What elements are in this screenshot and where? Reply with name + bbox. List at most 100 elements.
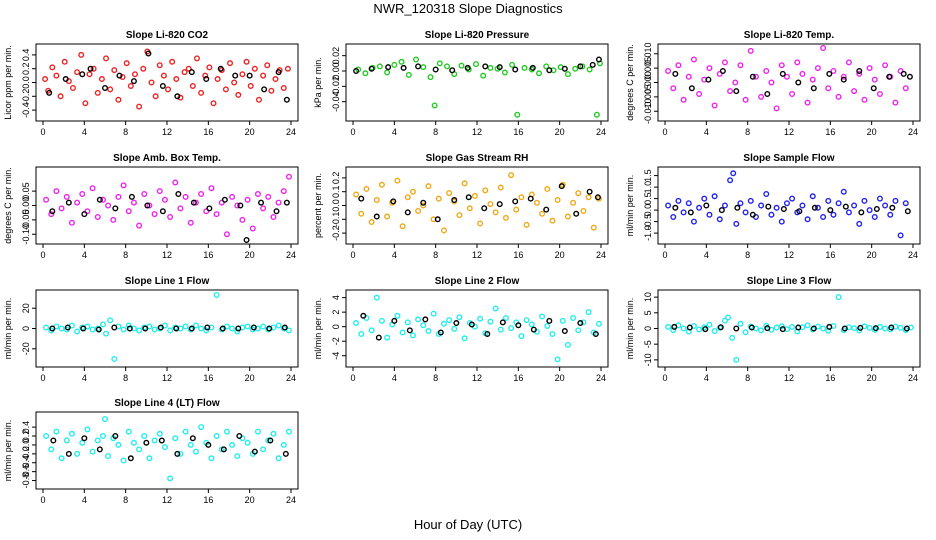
data-point-3-0	[74, 199, 81, 206]
data-point-3-0	[130, 199, 137, 206]
data-point-5-0	[809, 193, 816, 200]
data-point-5-1	[687, 209, 694, 216]
x-tick-label-0: 12	[162, 127, 172, 137]
data-point-2-0	[752, 73, 759, 80]
data-point-0-0	[239, 71, 246, 78]
data-point-6-0	[43, 324, 50, 331]
data-point-0-0	[61, 58, 68, 65]
data-point-4-1	[543, 206, 550, 213]
data-point-1-0	[427, 74, 434, 81]
data-point-0-1	[145, 50, 152, 57]
data-point-7-1	[484, 330, 491, 337]
y-tick-label-0: 0.0	[21, 76, 31, 89]
data-point-1-1	[368, 65, 375, 72]
data-point-9-1	[220, 446, 227, 453]
data-point-0-0	[268, 87, 275, 94]
data-point-4-0	[466, 205, 473, 212]
data-point-0-0	[202, 72, 209, 79]
data-point-9-0	[48, 446, 55, 453]
data-point-6-1	[173, 325, 180, 332]
data-point-5-0	[876, 195, 883, 202]
x-tick-label-8: 20	[867, 373, 877, 383]
data-point-6-0	[141, 324, 148, 331]
data-point-2-0	[732, 79, 739, 86]
x-tick-label-1: 12	[472, 127, 482, 137]
data-point-4-1	[586, 188, 593, 195]
data-point-3-0	[270, 213, 277, 220]
data-point-0-0	[148, 79, 155, 86]
data-point-0-0	[185, 65, 192, 72]
data-point-1-1	[496, 64, 503, 71]
data-point-5-0	[783, 200, 790, 207]
data-point-9-0	[254, 428, 261, 435]
data-point-3-0	[192, 199, 199, 206]
data-point-1-0	[487, 64, 494, 71]
data-point-7-1	[577, 320, 584, 327]
data-point-7-1	[468, 321, 475, 328]
data-point-5-0	[789, 195, 796, 202]
data-point-2-0	[871, 76, 878, 83]
x-tick-label-9: 12	[162, 495, 172, 505]
y-tick-label-9: -0.6	[21, 464, 31, 480]
data-point-4-1	[434, 216, 441, 223]
data-point-7-0	[497, 326, 504, 333]
x-tick-label-3: 16	[203, 250, 213, 260]
y-tick-label-8: -5	[643, 340, 653, 348]
x-tick-label-2: 0	[662, 127, 667, 137]
data-point-2-1	[840, 76, 847, 83]
y-tick-label-6: -20	[21, 342, 31, 355]
x-tick-label-9: 16	[203, 495, 213, 505]
data-point-0-0	[98, 76, 105, 83]
data-point-5-0	[851, 202, 858, 209]
x-tick-label-1: 16	[513, 127, 523, 137]
y-axis-label-8: ml/min per min.	[625, 298, 635, 360]
data-point-0-1	[130, 78, 137, 85]
data-point-8-0	[725, 314, 732, 321]
x-tick-label-1: 4	[392, 127, 397, 137]
data-point-0-0	[107, 86, 114, 93]
data-point-3-1	[273, 208, 280, 215]
y-tick-label-7: 0	[331, 324, 341, 329]
data-point-4-1	[573, 210, 580, 217]
data-point-7-0	[523, 317, 530, 324]
data-point-4-0	[440, 227, 447, 234]
data-point-6-0	[203, 327, 210, 334]
x-tick-label-0: 8	[123, 127, 128, 137]
data-point-5-0	[887, 211, 894, 218]
data-point-7-1	[406, 327, 413, 334]
x-tick-label-4: 24	[596, 250, 606, 260]
data-point-7-0	[580, 319, 587, 326]
data-point-3-0	[177, 205, 184, 212]
data-point-7-1	[592, 330, 599, 337]
data-point-3-0	[43, 196, 50, 203]
data-point-7-0	[353, 320, 360, 327]
data-point-6-0	[213, 292, 220, 299]
data-point-6-0	[103, 330, 110, 337]
data-point-5-0	[737, 200, 744, 207]
data-point-5-0	[804, 216, 811, 223]
x-tick-label-8: 0	[662, 373, 667, 383]
x-tick-label-4: 8	[433, 250, 438, 260]
data-point-9-0	[74, 450, 81, 457]
data-point-7-0	[409, 332, 416, 339]
data-point-2-0	[789, 90, 796, 97]
data-point-0-1	[217, 65, 224, 72]
data-point-0-0	[42, 76, 49, 83]
x-tick-label-4: 12	[472, 250, 482, 260]
data-point-6-1	[250, 324, 257, 331]
x-tick-label-4: 0	[350, 250, 355, 260]
y-tick-label-9: 0.4	[21, 421, 31, 434]
data-point-9-0	[198, 424, 205, 431]
data-point-4-0	[513, 206, 520, 213]
data-point-7-0	[430, 310, 437, 317]
data-point-0-1	[79, 71, 86, 78]
data-point-0-0	[131, 71, 138, 78]
data-point-3-0	[120, 182, 127, 189]
y-axis-label-5: ml/min per min.	[625, 175, 635, 237]
data-point-5-0	[902, 200, 909, 207]
data-point-0-0	[169, 58, 176, 65]
data-point-8-0	[804, 322, 811, 329]
data-point-2-0	[856, 70, 863, 77]
data-point-7-0	[404, 319, 411, 326]
data-point-3-0	[244, 196, 251, 203]
